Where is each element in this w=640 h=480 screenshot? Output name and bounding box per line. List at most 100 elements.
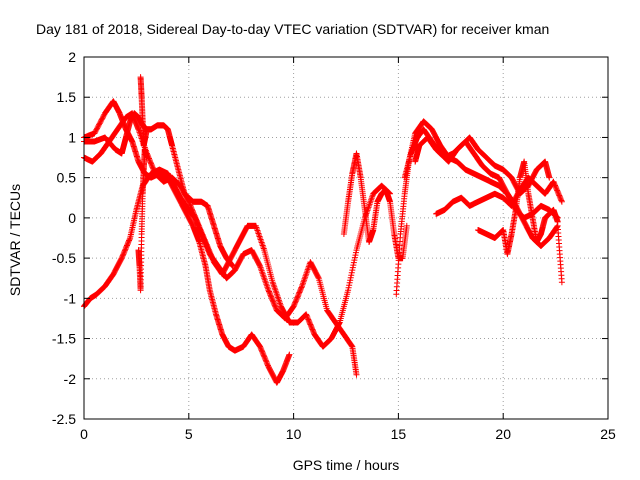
data-point-marker xyxy=(555,190,562,197)
data-point-marker xyxy=(300,278,307,285)
data-point-marker xyxy=(259,242,266,249)
data-point-marker xyxy=(148,160,155,167)
plot-frame xyxy=(83,56,609,420)
data-point-marker xyxy=(286,351,293,358)
data-point-marker xyxy=(556,193,563,200)
data-point-marker xyxy=(267,292,274,299)
data-point-marker xyxy=(309,327,316,334)
data-point-marker xyxy=(119,252,126,259)
data-point-marker xyxy=(262,279,269,286)
data-point-marker xyxy=(149,164,156,171)
data-point-marker xyxy=(256,231,263,238)
data-point-marker xyxy=(254,228,261,235)
data-point-marker xyxy=(554,188,561,195)
data-point-marker xyxy=(301,277,308,284)
data-point-marker xyxy=(276,298,283,305)
data-point-marker xyxy=(265,288,272,295)
data-point-marker xyxy=(302,274,309,281)
data-point-marker xyxy=(203,243,210,250)
data-point-marker xyxy=(122,246,129,253)
data-point-marker xyxy=(229,263,236,270)
data-point-marker xyxy=(91,130,98,137)
data-point-marker xyxy=(348,272,355,279)
data-point-marker xyxy=(295,292,302,299)
data-point-marker xyxy=(259,270,266,277)
series-arc-k xyxy=(412,134,553,197)
data-point-marker xyxy=(98,117,105,124)
data-point-marker xyxy=(290,303,297,310)
data-point-marker xyxy=(119,253,126,260)
data-point-marker xyxy=(352,252,359,259)
data-point-marker xyxy=(271,301,278,308)
data-point-marker xyxy=(353,371,360,378)
data-point-marker xyxy=(260,352,267,359)
x-tick-label: 20 xyxy=(495,426,511,442)
series-arc-i xyxy=(433,174,565,217)
data-point-marker xyxy=(264,284,271,291)
data-point-marker xyxy=(304,268,311,275)
x-axis: 0 5 10 15 20 25 xyxy=(80,57,616,442)
data-point-marker xyxy=(346,279,353,286)
data-point-marker xyxy=(256,262,263,269)
data-point-marker xyxy=(126,236,133,243)
y-tick-label: -2 xyxy=(64,371,77,387)
data-point-marker xyxy=(307,321,314,328)
data-point-marker xyxy=(272,303,279,310)
x-tick-label: 5 xyxy=(185,426,193,442)
data-point-marker xyxy=(95,122,102,129)
data-point-marker xyxy=(553,186,560,193)
data-point-marker xyxy=(306,318,313,325)
data-point-marker xyxy=(552,183,559,190)
data-point-marker xyxy=(263,359,270,366)
y-tick-label: 2 xyxy=(68,49,76,65)
y-tick-label: -2.5 xyxy=(52,411,76,427)
data-point-marker xyxy=(258,238,265,245)
data-point-marker xyxy=(125,240,132,247)
data-point-marker xyxy=(269,297,276,304)
data-point-marker xyxy=(97,119,104,126)
data-point-marker xyxy=(365,205,372,212)
data-point-marker xyxy=(121,247,128,254)
data-point-marker xyxy=(293,295,300,302)
data-point-marker xyxy=(258,347,265,354)
data-point-marker xyxy=(94,124,101,131)
data-point-marker xyxy=(271,302,278,309)
data-point-marker xyxy=(270,280,277,287)
data-point-marker xyxy=(203,242,210,249)
data-point-marker xyxy=(552,182,559,189)
x-tick-label: 10 xyxy=(286,426,302,442)
chart-title: Day 181 of 2018, Sidereal Day-to-day VTE… xyxy=(36,21,549,37)
data-point-marker xyxy=(315,274,322,281)
data-point-marker xyxy=(546,174,553,181)
data-point-marker xyxy=(304,266,311,273)
data-point-marker xyxy=(555,191,562,198)
x-tick-label: 0 xyxy=(80,426,88,442)
data-point-marker xyxy=(348,269,355,276)
data-point-marker xyxy=(296,288,303,295)
data-point-marker xyxy=(305,316,312,323)
data-point-marker xyxy=(304,313,311,320)
data-point-marker xyxy=(291,302,298,309)
data-point-marker xyxy=(261,353,268,360)
data-point-marker xyxy=(100,112,107,119)
data-point-marker xyxy=(263,281,270,288)
data-point-marker xyxy=(554,223,561,230)
data-point-marker xyxy=(259,241,266,248)
data-point-marker xyxy=(550,178,557,185)
data-point-marker xyxy=(310,329,317,336)
data-point-marker xyxy=(126,237,133,244)
data-point-marker xyxy=(556,192,563,199)
data-point-marker xyxy=(350,259,357,266)
data-point-marker xyxy=(143,126,150,133)
data-point-marker xyxy=(149,163,156,170)
data-point-marker xyxy=(300,280,307,287)
data-point-marker xyxy=(120,250,127,257)
data-point-marker xyxy=(125,238,132,245)
data-point-marker xyxy=(366,201,373,208)
data-point-marker xyxy=(301,275,308,282)
data-point-marker xyxy=(345,287,352,294)
data-point-marker xyxy=(121,248,128,255)
data-point-marker xyxy=(274,292,281,299)
y-tick-label: 0 xyxy=(68,210,76,226)
series-arc-j xyxy=(475,158,561,258)
